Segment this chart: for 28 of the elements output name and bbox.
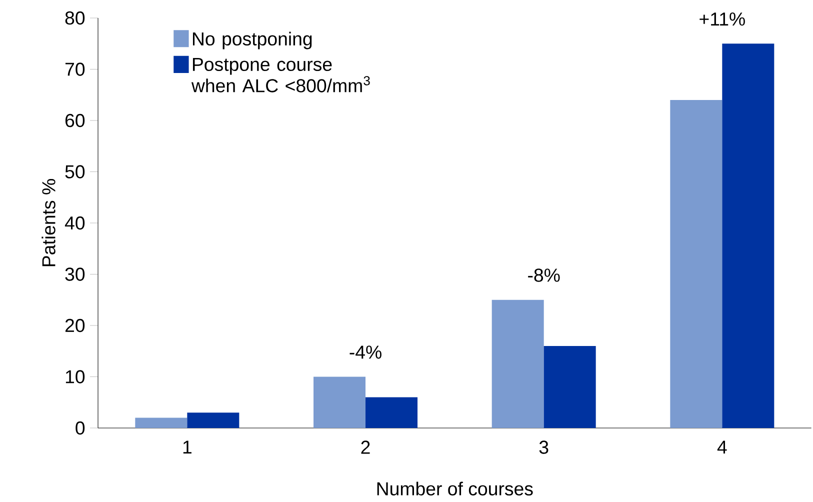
y-tick-label: 50 bbox=[65, 165, 85, 178]
bar bbox=[366, 397, 418, 428]
bar bbox=[187, 412, 240, 428]
bar bbox=[314, 376, 366, 428]
bar bbox=[722, 44, 774, 428]
x-tick-label: 2 bbox=[361, 440, 370, 454]
y-tick-label: 10 bbox=[66, 370, 85, 384]
bar bbox=[670, 100, 722, 428]
annotation: -8% bbox=[528, 268, 560, 282]
y-tick-label: 60 bbox=[65, 114, 85, 128]
bar bbox=[135, 418, 188, 428]
x-axis-title: Number of courses bbox=[377, 482, 533, 496]
x-tick-label: 1 bbox=[183, 440, 192, 454]
y-tick-label: 40 bbox=[64, 216, 85, 230]
y-tick-label: 0 bbox=[76, 421, 85, 435]
y-axis-title: Patients % bbox=[42, 179, 56, 266]
bar bbox=[544, 346, 596, 428]
y-tick-label: 70 bbox=[65, 62, 85, 76]
bar bbox=[492, 300, 544, 428]
legend-label: No postponing bbox=[192, 32, 312, 50]
legend-label: Postpone course when ALC <800/mm$^{3}$ bbox=[191, 58, 370, 92]
annotation: -4% bbox=[350, 346, 382, 359]
x-tick-label: 4 bbox=[717, 440, 727, 454]
y-tick-label: 20 bbox=[65, 318, 85, 332]
annotation: +11% bbox=[700, 12, 745, 26]
x-tick-label: 3 bbox=[539, 440, 548, 454]
y-tick-label: 30 bbox=[65, 268, 85, 281]
y-tick-label: 80 bbox=[65, 11, 85, 25]
